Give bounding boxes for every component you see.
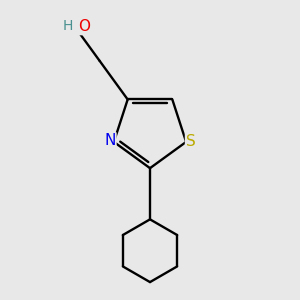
- Text: H: H: [62, 19, 73, 33]
- Text: O: O: [78, 19, 90, 34]
- Text: S: S: [186, 134, 196, 149]
- Text: N: N: [104, 133, 116, 148]
